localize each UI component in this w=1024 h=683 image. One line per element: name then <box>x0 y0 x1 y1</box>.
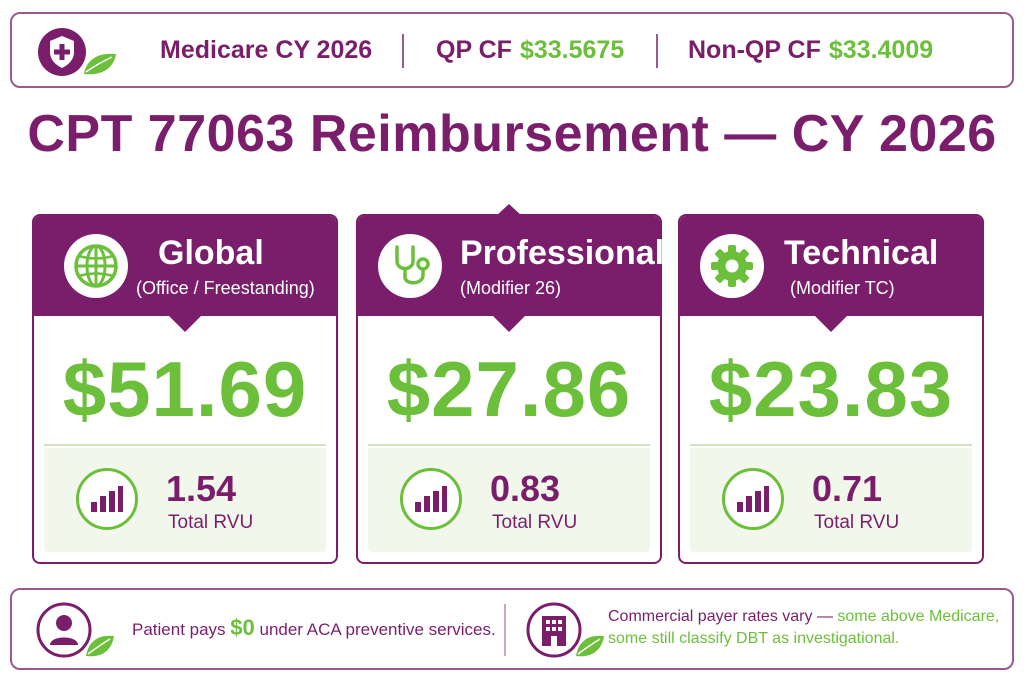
rvu-panel: 0.71 Total RVU <box>690 448 972 552</box>
card-notch <box>496 204 522 216</box>
divider <box>656 34 658 68</box>
patient-pays-text: Patient pays $0 under ACA preventive ser… <box>132 615 496 641</box>
divider <box>44 444 326 446</box>
divider <box>402 34 404 68</box>
divider <box>368 444 650 446</box>
card-notch <box>167 314 203 332</box>
bar-chart-icon <box>76 468 138 530</box>
program-label: Medicare CY 2026 <box>160 35 373 64</box>
rvu-value: 1.54 <box>166 468 237 509</box>
patient-pays-pre: Patient pays <box>132 620 231 639</box>
card-title: Technical <box>784 234 939 272</box>
card-technical: Technical (Modifier TC) $23.83 0.71 Tota… <box>678 214 984 564</box>
stethoscope-icon <box>378 234 442 298</box>
card-subtitle: (Modifier 26) <box>460 278 562 298</box>
page-title: CPT 77063 Reimbursement — CY 2026 <box>27 105 997 163</box>
rvu-panel: 0.83 Total RVU <box>368 448 650 552</box>
card-amount: $51.69 <box>62 345 308 433</box>
qp-cf-label: QP CF <box>436 35 512 64</box>
rvu-label: Total RVU <box>168 512 254 533</box>
shield-leaf-logo-icon <box>38 28 116 76</box>
card-professional: Professional (Modifier 26) $27.86 0.83 T… <box>356 204 665 564</box>
globe-icon <box>64 234 128 298</box>
commercial-line2: some still classify DBT as investigation… <box>608 630 900 647</box>
card-notch <box>491 314 527 332</box>
bar-chart-icon <box>400 468 462 530</box>
nonqp-cf: Non-QP CF $33.4009 <box>688 14 933 86</box>
gear-icon <box>700 234 764 298</box>
rvu-label: Total RVU <box>814 512 900 533</box>
card-amount: $27.86 <box>386 345 632 433</box>
rvu-panel: 1.54 Total RVU <box>44 448 326 552</box>
rvu-value: 0.83 <box>490 468 561 509</box>
card-subtitle: (Office / Freestanding) <box>136 278 315 298</box>
bar-chart-icon <box>722 468 784 530</box>
commercial-rates-text: Commercial payer rates vary — some above… <box>608 606 999 650</box>
card-global: Global (Office / Freestanding) $51.69 1.… <box>32 214 338 564</box>
card-title: Global <box>158 234 264 272</box>
commercial-line1-a: Commercial payer rates vary — <box>608 608 838 625</box>
qp-cf-value: $33.5675 <box>519 35 625 64</box>
card-notch <box>813 314 849 332</box>
card-subtitle: (Modifier TC) <box>790 278 895 298</box>
patient-leaf-icon <box>36 602 114 658</box>
building-leaf-icon <box>526 602 604 658</box>
divider <box>504 604 506 656</box>
nonqp-cf-label: Non-QP CF <box>688 35 821 64</box>
divider <box>690 444 972 446</box>
card-title: Professional <box>460 234 665 272</box>
header-bar: Medicare CY 2026 QP CF $33.5675 Non-QP C… <box>10 12 1014 88</box>
card-amount: $23.83 <box>708 345 954 433</box>
nonqp-cf-value: $33.4009 <box>828 35 934 64</box>
footer-bar: Patient pays $0 under ACA preventive ser… <box>10 588 1014 670</box>
patient-pays-amount: $0 <box>230 615 255 640</box>
commercial-line1-b: some above Medicare, <box>837 608 1000 625</box>
patient-pays-post: under ACA preventive services. <box>254 620 496 639</box>
rvu-value: 0.71 <box>812 468 883 509</box>
rvu-label: Total RVU <box>492 512 578 533</box>
qp-cf: QP CF $33.5675 <box>436 14 624 86</box>
